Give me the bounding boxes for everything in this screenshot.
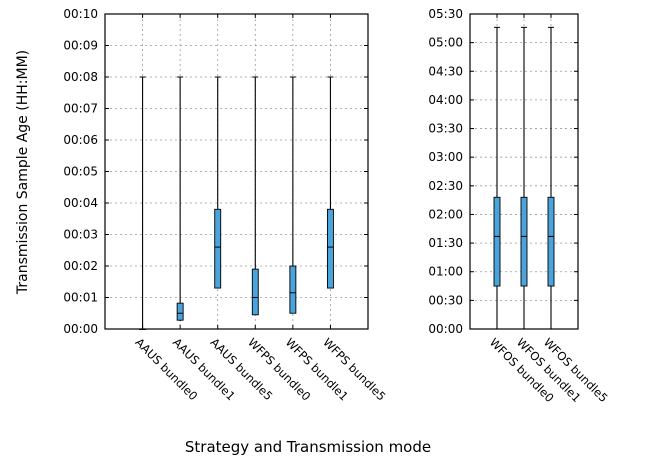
y-tick-label: 00:03: [63, 228, 98, 242]
panel-frame: [104, 13, 369, 330]
y-tick-label: 00:01: [63, 291, 98, 305]
y-tick-label: 00:00: [428, 322, 463, 336]
panel-1: 00:00 00:01 00:02 00:03 00:04 00:05 00:06 00:07…: [63, 7, 388, 404]
y-tick-label: 00:05: [63, 165, 98, 179]
y-tick-label: 04:00: [428, 93, 463, 107]
y-tick-label: 00:10: [63, 7, 98, 21]
y-tick-label: 03:30: [428, 122, 463, 136]
y-axis-label: Transmission Sample Age (HH:MM): [15, 50, 31, 295]
box-iqr: [289, 265, 297, 314]
y-tick-label: 00:04: [63, 196, 98, 210]
y-tick-label: 00:08: [63, 70, 98, 84]
box-iqr: [251, 268, 259, 316]
box-iqr: [214, 208, 222, 289]
y-tick-label: 00:07: [63, 102, 98, 116]
box-iqr: [547, 196, 555, 287]
panel-2: 00:00 00:30 01:00 01:30 02:00 02:30 03:00 03:30…: [428, 7, 610, 405]
y-tick-label: 01:00: [428, 265, 463, 279]
y-tick-label: 03:00: [428, 150, 463, 164]
y-tick-label: 05:00: [428, 36, 463, 50]
box-iqr: [520, 196, 528, 287]
y-tick-label: 02:00: [428, 207, 463, 221]
y-tick-label: 00:09: [63, 39, 98, 53]
y-tick-label: 01:30: [428, 236, 463, 250]
x-axis-label: Strategy and Transmission mode: [185, 438, 431, 456]
y-tick-label: 00:02: [63, 259, 98, 273]
y-tick-label: 00:30: [428, 293, 463, 307]
box-iqr: [493, 196, 501, 287]
y-tick-label: 00:06: [63, 133, 98, 147]
y-tick-label: 02:30: [428, 179, 463, 193]
x-tick-label: WFPS bundle5: [320, 335, 388, 403]
chart-panels: 00:00 00:01 00:02 00:03 00:04 00:05 00:06 00:07…: [63, 7, 610, 405]
y-tick-label: 04:30: [428, 64, 463, 78]
box-iqr: [326, 208, 334, 289]
y-tick-label: 00:00: [63, 322, 98, 336]
box-iqr: [176, 302, 184, 321]
panel-frame: [469, 13, 579, 330]
y-tick-label: 05:30: [428, 7, 463, 21]
